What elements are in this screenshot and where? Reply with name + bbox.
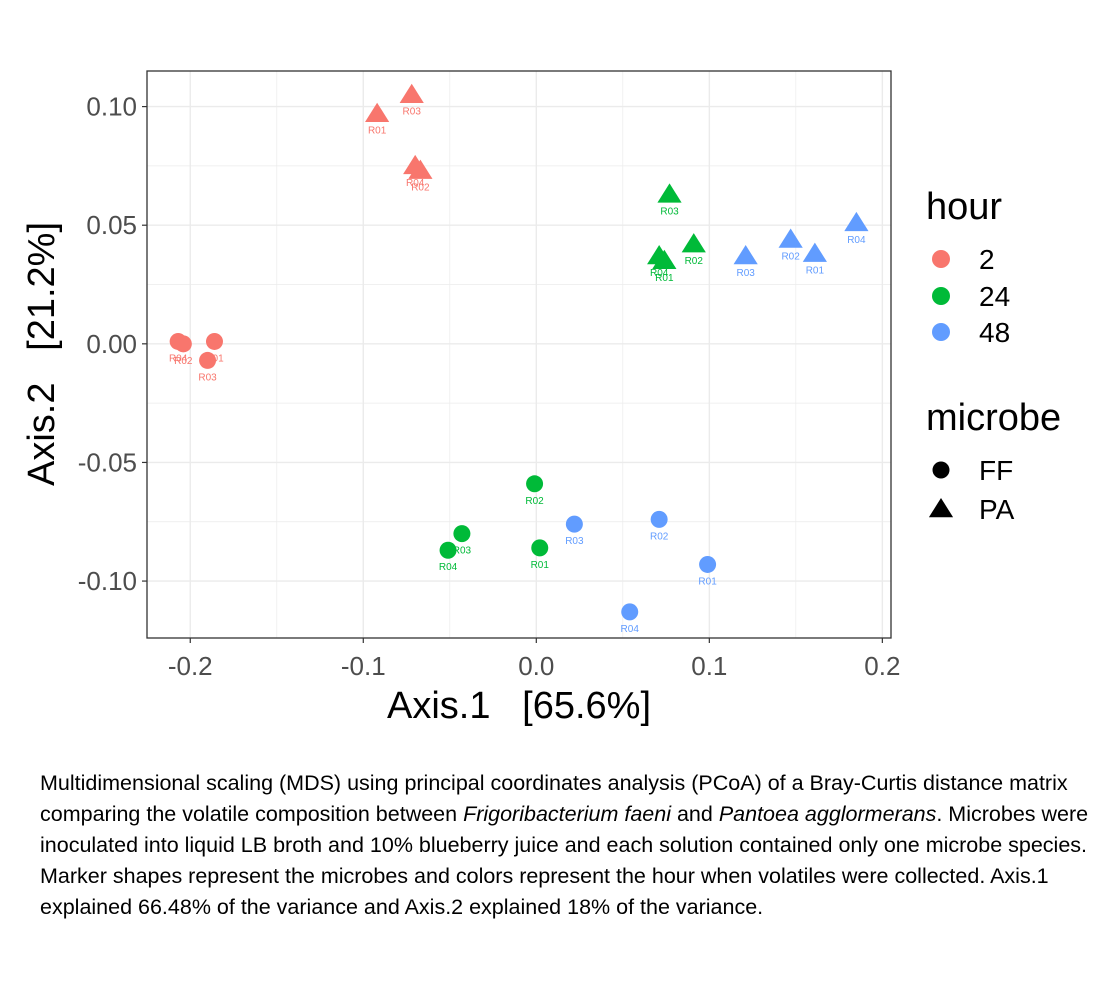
point-label: R02: [685, 256, 704, 267]
legend-microbe-label: PA: [979, 494, 1015, 525]
point-label: R02: [781, 251, 800, 262]
y-tick-label: 0.00: [86, 329, 137, 359]
x-tick-label: 0.2: [864, 651, 900, 681]
y-tick-label: 0.05: [86, 210, 137, 240]
legend-shape-circle-icon: [932, 461, 950, 479]
legend-hour-key-24: [932, 287, 950, 305]
y-tick-label: 0.10: [86, 92, 137, 122]
x-tick-label: 0.0: [518, 651, 554, 681]
legend: hour microbe 2 24 48 FF PA: [926, 186, 1061, 525]
point-label: R04: [847, 235, 866, 246]
point-label: R03: [198, 372, 217, 383]
point-circle-h48-r02: [650, 510, 668, 528]
legend-shape-triangle-icon: [928, 498, 954, 518]
caption-text-2: and: [671, 802, 719, 826]
y-axis-title: Axis.2 [21.2%]: [21, 222, 63, 486]
figure-caption: Multidimensional scaling (MDS) using pri…: [40, 768, 1100, 923]
legend-hour-key-2: [932, 250, 950, 268]
point-triangle-h48-r02: [778, 228, 803, 248]
point-circle-h24-r03: [453, 525, 471, 543]
x-tick-label: 0.1: [691, 651, 727, 681]
point-label: R03: [736, 268, 755, 279]
data-points: R04R02R01R03R01R03R04R02R02R03R04R01R03R…: [169, 83, 869, 635]
point-label: R04: [169, 353, 188, 364]
legend-hour-title: hour: [926, 186, 1002, 228]
point-label: R02: [411, 183, 430, 194]
point-triangle-h48-r01: [802, 242, 827, 262]
point-label: R04: [621, 624, 640, 635]
point-triangle-h2-r02: [408, 159, 433, 179]
caption-text-3: . Microbes were inoculated into liquid L…: [40, 802, 1089, 919]
y-tick-label: -0.10: [78, 566, 137, 596]
caption-species-2: Pantoea agglormerans: [718, 802, 937, 826]
legend-microbe-label: FF: [979, 455, 1013, 486]
point-label: R03: [565, 536, 584, 547]
y-tick-label: -0.05: [78, 447, 137, 477]
legend-hour-label: 48: [979, 317, 1010, 348]
point-label: R03: [453, 546, 472, 557]
point-circle-h24-r01: [531, 539, 549, 557]
point-circle-h48-r03: [565, 515, 583, 533]
legend-hour-label: 2: [979, 244, 995, 275]
legend-hour-label: 24: [979, 281, 1010, 312]
point-triangle-h48-r03: [733, 245, 758, 265]
point-label: R01: [368, 126, 387, 137]
point-triangle-h24-r03: [657, 183, 682, 203]
plot-panel-border: [146, 70, 892, 639]
point-label: R02: [650, 531, 669, 542]
point-triangle-h24-r02: [681, 233, 706, 253]
point-circle-h24-r02: [526, 475, 544, 493]
point-label: R01: [655, 273, 674, 284]
caption-text-1: Multidimensional scaling (MDS) using pri…: [40, 771, 1068, 826]
point-label: R03: [403, 107, 422, 118]
pcoa-scatter-chart: R04R02R01R03R01R03R04R02R02R03R04R01R03R…: [21, 70, 1061, 727]
caption-species-1: Frigoribacterium faeni: [463, 802, 671, 826]
point-triangle-h24-r01: [652, 249, 677, 270]
point-label: R04: [406, 178, 425, 189]
point-triangle-h48-r04: [844, 211, 869, 232]
legend-hour-key-48: [932, 323, 950, 341]
point-circle-h2-r03: [199, 351, 217, 369]
point-label: R04: [650, 268, 669, 279]
point-circle-h24-r04: [439, 541, 457, 559]
x-axis-title: Axis.1 [65.6%]: [387, 685, 651, 727]
point-label: R01: [806, 266, 825, 277]
point-circle-h2-r02: [174, 335, 192, 353]
point-label: R01: [698, 576, 717, 587]
point-label: R03: [660, 206, 679, 217]
point-label: R02: [174, 356, 193, 367]
grid-lines: [147, 71, 891, 638]
x-tick-label: -0.2: [168, 651, 213, 681]
point-triangle-h2-r03: [399, 83, 424, 103]
point-label: R02: [525, 496, 544, 507]
point-label: R01: [531, 560, 550, 571]
point-circle-h48-r01: [699, 555, 717, 573]
point-label: R04: [439, 562, 458, 573]
legend-microbe-title: microbe: [926, 397, 1061, 439]
point-circle-h2-r01: [205, 332, 223, 350]
axis-ticks: -0.2 -0.1 0.0 0.1 0.2 0.10 0.05 0.00 -0.05 -0.10: [78, 92, 901, 681]
point-circle-h48-r04: [621, 603, 639, 621]
point-triangle-h2-r01: [365, 102, 390, 122]
x-tick-label: -0.1: [341, 651, 386, 681]
